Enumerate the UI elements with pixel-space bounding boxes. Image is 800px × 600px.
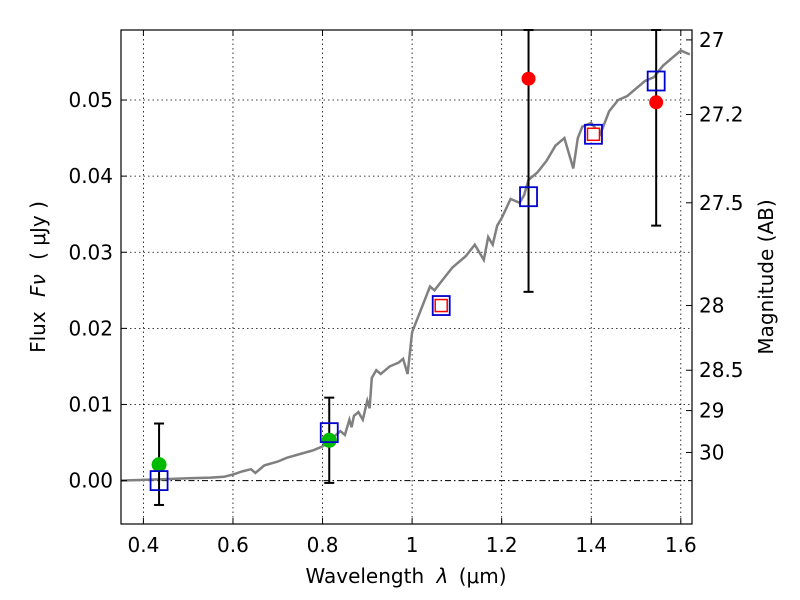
y2-axis-label: Magnitude (AB) [754,199,778,354]
model-point-marker [519,186,538,208]
x-tick-label: 1.2 [486,533,518,557]
x-tick-label: 0.4 [127,533,159,557]
y2-tick-label: 29 [699,399,724,423]
y-tick-label: 0.03 [68,240,113,264]
y2-tick-label: 28 [699,294,724,318]
y2-tick-label: 27 [699,28,724,52]
y2-tick-label: 27.2 [699,102,744,126]
y-tick-label: 0.00 [68,469,113,493]
model-point-marker [149,470,169,492]
y2-tick-label: 28.5 [699,358,744,382]
y-axis-label: Flux Fν ( μJy ) [26,201,50,353]
x-tick-label: 1 [406,533,419,557]
model-point-marker [584,123,603,145]
x-tick-label: 1.6 [665,533,697,557]
upper-limit-marker [151,457,167,473]
y2-tick-label: 30 [699,440,724,464]
y-tick-label: 0.05 [68,88,113,112]
y2-axis-ticks: 27 27.2 27.5 28 28.5 29 30 [686,28,744,464]
detection-marker [521,71,536,86]
y-tick-label: 0.02 [68,316,113,340]
markers [149,70,666,492]
plot-frame [120,29,693,525]
y-axis-ticks: 0.00 0.01 0.02 0.03 0.04 0.05 [68,88,127,493]
detection-marker [586,127,601,142]
x-axis-label: Wavelength λ (μm) [305,564,506,588]
x-axis-ticks: 0.4 0.6 0.8 1 1.2 1.4 1.6 [127,30,697,557]
model-point-marker [431,295,451,316]
model-point-marker [646,70,666,92]
y-tick-label: 0.01 [68,392,113,416]
grid [121,30,692,524]
x-tick-label: 0.6 [217,533,249,557]
upper-limit-marker [321,432,337,448]
detection-marker [649,95,664,110]
y-tick-label: 0.04 [68,164,113,188]
detection-marker [434,298,448,313]
y2-tick-label: 27.5 [699,191,744,215]
x-tick-label: 0.8 [307,533,339,557]
x-tick-label: 1.4 [575,533,607,557]
errorbars [154,29,662,506]
model-sed-line [120,49,691,482]
model-point-marker [319,422,339,444]
